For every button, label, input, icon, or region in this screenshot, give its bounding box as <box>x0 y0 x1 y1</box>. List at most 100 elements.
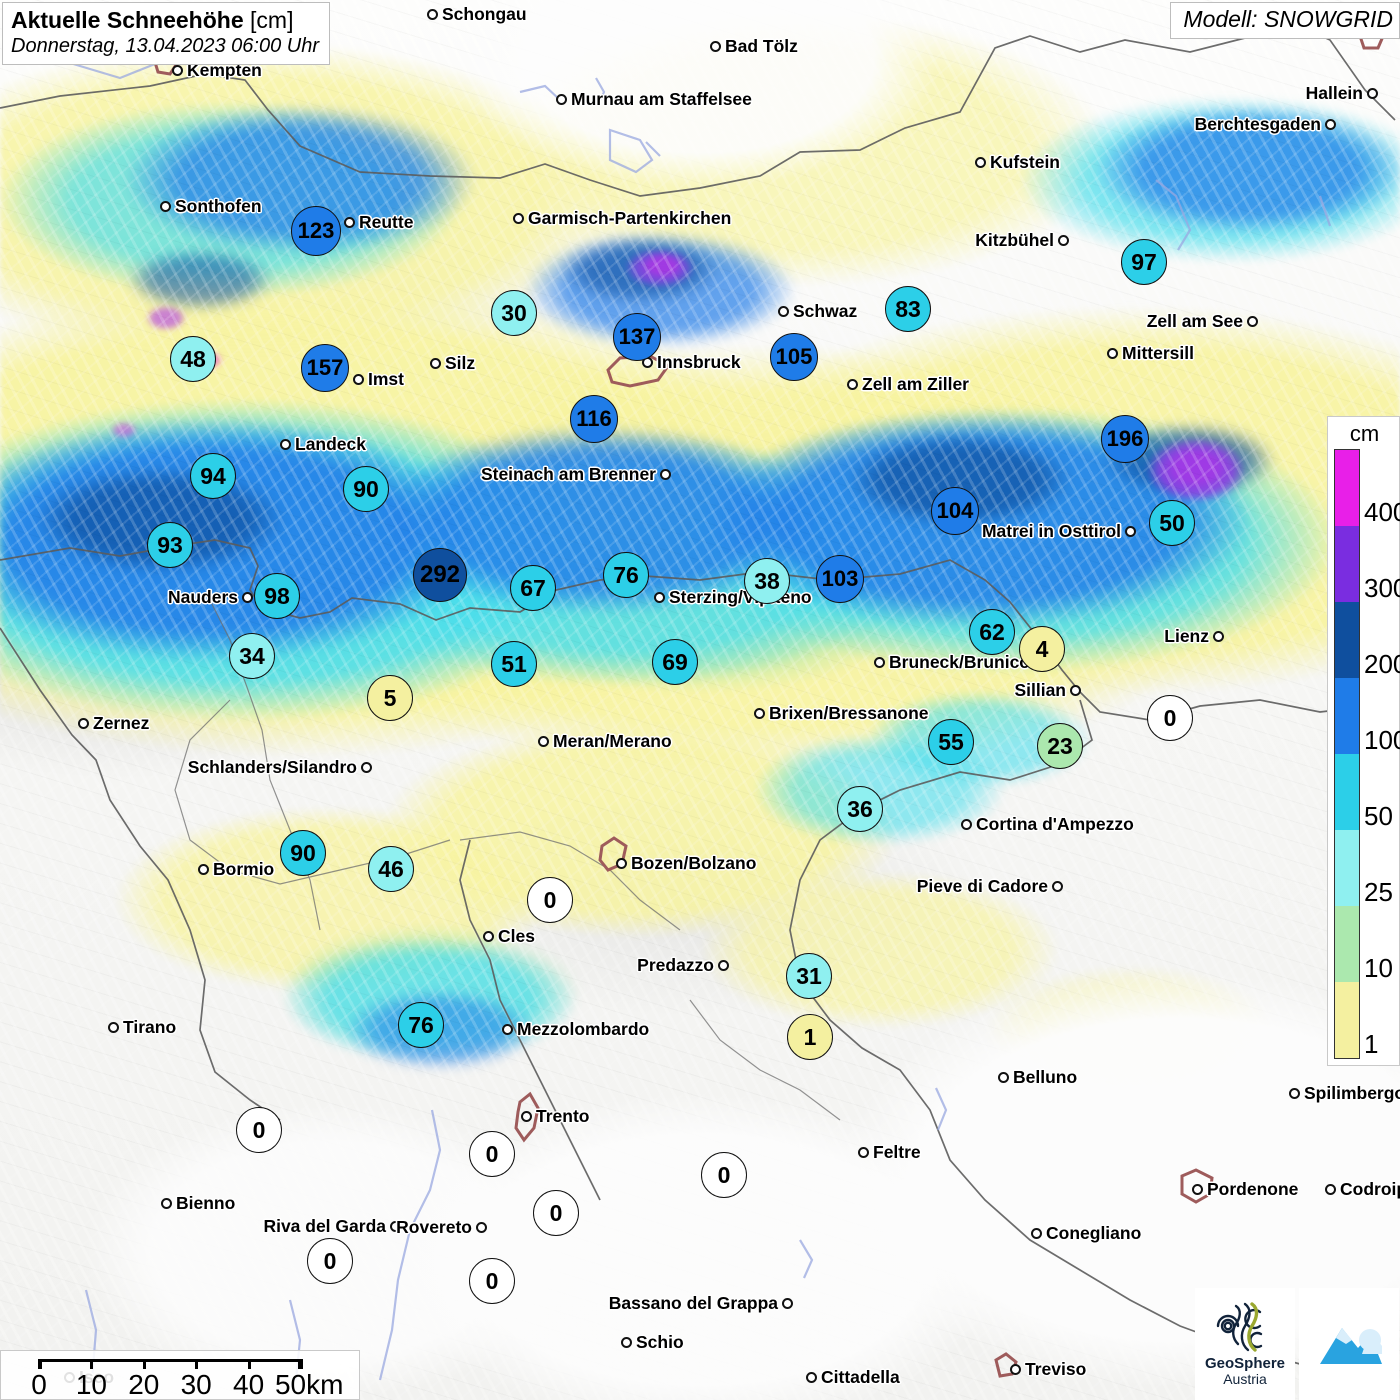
station-snow-depth-marker[interactable]: 76 <box>603 552 649 598</box>
city-marker: Garmisch-Partenkirchen <box>513 208 731 229</box>
station-snow-depth-marker[interactable]: 0 <box>307 1238 353 1284</box>
city-dot-icon <box>361 762 372 773</box>
title-unit: [cm] <box>250 7 294 33</box>
city-dot-icon <box>483 931 494 942</box>
city-marker: Cortina d'Ampezzo <box>961 814 1134 835</box>
station-snow-depth-marker[interactable]: 0 <box>533 1190 579 1236</box>
city-marker: Schwaz <box>778 301 857 322</box>
city-label: Kitzbühel <box>975 230 1054 250</box>
city-label: Garmisch-Partenkirchen <box>528 208 732 228</box>
city-label: Cles <box>498 926 535 946</box>
station-snow-depth-marker[interactable]: 90 <box>280 830 326 876</box>
logo-strip: GeoSphere Austria <box>1195 1288 1400 1400</box>
station-snow-depth-marker[interactable]: 157 <box>301 344 349 392</box>
station-snow-depth-marker[interactable]: 48 <box>170 336 216 382</box>
scale-bar-rule <box>39 1359 301 1369</box>
station-snow-depth-marker[interactable]: 93 <box>147 522 193 568</box>
station-snow-depth-marker[interactable]: 123 <box>291 206 341 256</box>
station-snow-depth-marker[interactable]: 0 <box>236 1107 282 1153</box>
station-snow-depth-marker[interactable]: 76 <box>398 1002 444 1048</box>
station-snow-depth-marker[interactable]: 0 <box>469 1258 515 1304</box>
station-snow-depth-marker[interactable]: 94 <box>190 453 236 499</box>
station-snow-depth-marker[interactable]: 30 <box>491 290 537 336</box>
station-snow-depth-marker[interactable]: 31 <box>786 953 832 999</box>
city-label: Brixen/Bressanone <box>769 703 929 723</box>
station-snow-depth-marker[interactable]: 34 <box>229 633 275 679</box>
city-marker: Berchtesgaden <box>1195 114 1336 135</box>
city-dot-icon <box>1213 631 1224 642</box>
station-snow-depth-marker[interactable]: 0 <box>701 1152 747 1198</box>
station-snow-depth-marker[interactable]: 0 <box>469 1131 515 1177</box>
geosphere-mark-icon <box>1216 1302 1263 1353</box>
city-marker: Cles <box>483 926 535 947</box>
city-marker: Matrei in Osttirol <box>982 521 1136 542</box>
city-dot-icon <box>538 736 549 747</box>
city-marker: Cittadella <box>806 1367 900 1388</box>
city-marker: Schio <box>621 1332 684 1353</box>
station-snow-depth-marker[interactable]: 105 <box>770 333 818 381</box>
station-snow-depth-marker[interactable]: 97 <box>1121 239 1167 285</box>
station-snow-depth-marker[interactable]: 69 <box>652 639 698 685</box>
city-label: Zell am See <box>1146 311 1243 331</box>
city-label: Nauders <box>167 587 238 607</box>
scale-number-50km: 50km <box>274 1369 344 1400</box>
city-label: Murnau am Staffelsee <box>571 89 752 109</box>
station-snow-depth-marker[interactable]: 292 <box>413 548 467 602</box>
city-marker: Riva del Garda <box>263 1216 401 1237</box>
station-snow-depth-marker[interactable]: 1 <box>787 1014 833 1060</box>
station-snow-depth-marker[interactable]: 51 <box>491 641 537 687</box>
city-dot-icon <box>1247 316 1258 327</box>
station-snow-depth-marker[interactable]: 196 <box>1101 415 1149 463</box>
station-snow-depth-marker[interactable]: 62 <box>969 609 1015 655</box>
city-label: Sillian <box>1014 680 1066 700</box>
scale-tick-3 <box>195 1359 199 1369</box>
city-label: Schlanders/Silandro <box>187 757 357 777</box>
city-dot-icon <box>160 201 171 212</box>
station-snow-depth-marker[interactable]: 83 <box>885 286 931 332</box>
station-snow-depth-marker[interactable]: 55 <box>928 719 974 765</box>
scale-tick-4 <box>247 1359 251 1369</box>
station-snow-depth-marker[interactable]: 137 <box>613 313 661 361</box>
station-snow-depth-marker[interactable]: 23 <box>1037 723 1083 769</box>
legend-label-25: 25 <box>1364 877 1393 907</box>
station-snow-depth-marker[interactable]: 4 <box>1019 626 1065 672</box>
city-marker: Schongau <box>427 4 527 25</box>
city-label: Kufstein <box>990 152 1060 172</box>
legend-swatch-100 <box>1335 678 1359 754</box>
city-dot-icon <box>172 65 183 76</box>
city-label: Bruneck/Brunico <box>889 652 1030 672</box>
station-snow-depth-marker[interactable]: 36 <box>837 786 883 832</box>
city-marker: Landeck <box>280 434 366 455</box>
station-snow-depth-marker[interactable]: 67 <box>510 565 556 611</box>
city-dot-icon <box>975 157 986 168</box>
city-marker: Zell am See <box>1147 311 1258 332</box>
station-snow-depth-marker[interactable]: 46 <box>368 846 414 892</box>
geosphere-sub: Austria <box>1223 1371 1267 1388</box>
city-marker: Nauders <box>168 587 253 608</box>
station-snow-depth-marker[interactable]: 104 <box>931 487 979 535</box>
city-marker: Kufstein <box>975 152 1060 173</box>
legend-label-100: 100 <box>1364 725 1400 755</box>
city-marker: Pieve di Cadore <box>917 876 1063 897</box>
station-snow-depth-marker[interactable]: 90 <box>343 466 389 512</box>
city-dot-icon <box>161 1198 172 1209</box>
city-label: Steinach am Brenner <box>480 464 656 484</box>
city-marker: Sonthofen <box>160 196 262 217</box>
station-snow-depth-marker[interactable]: 103 <box>816 555 864 603</box>
station-snow-depth-marker[interactable]: 38 <box>744 558 790 604</box>
legend-label-300: 300 <box>1364 573 1400 603</box>
city-marker: Reutte <box>344 212 413 233</box>
city-marker: Pordenone <box>1192 1179 1298 1200</box>
city-label: Codroipo <box>1340 1179 1400 1199</box>
station-snow-depth-marker[interactable]: 5 <box>367 675 413 721</box>
legend-swatch-10 <box>1335 906 1359 982</box>
city-dot-icon <box>754 708 765 719</box>
station-snow-depth-marker[interactable]: 98 <box>254 573 300 619</box>
station-snow-depth-marker[interactable]: 0 <box>1147 695 1193 741</box>
legend-swatch-50 <box>1335 754 1359 830</box>
station-snow-depth-marker[interactable]: 116 <box>570 395 618 443</box>
station-snow-depth-marker[interactable]: 0 <box>527 877 573 923</box>
city-dot-icon <box>782 1298 793 1309</box>
city-label: Rovereto <box>396 1217 472 1237</box>
station-snow-depth-marker[interactable]: 50 <box>1149 500 1195 546</box>
